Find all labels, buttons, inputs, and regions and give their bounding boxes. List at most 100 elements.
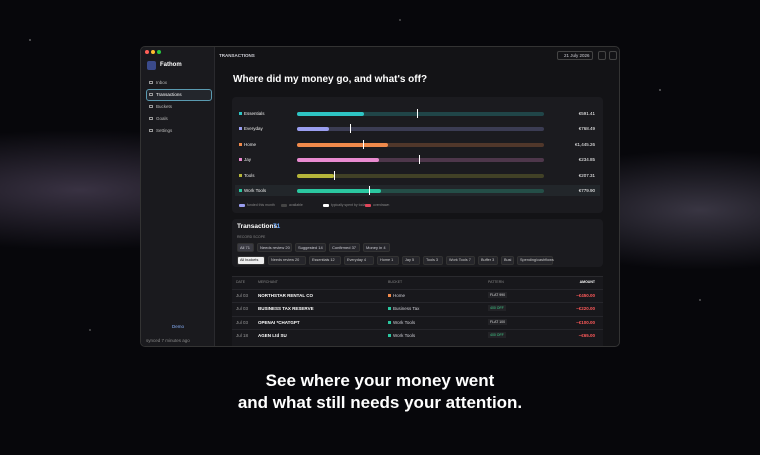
bucket-name: Tools [244, 172, 255, 178]
legend-label: available [289, 203, 303, 207]
bucket-amount: €1,445.26 [574, 141, 595, 147]
nav-item[interactable]: Buckets [156, 104, 173, 109]
column-header: MERCHANT [258, 280, 278, 284]
tx-date: Jul 18 [236, 332, 249, 338]
traffic-light [157, 50, 161, 54]
tx-bucket-dot [388, 294, 391, 297]
bucket-chip[interactable] [402, 256, 420, 265]
scope-label: Suggested 14 [298, 245, 323, 250]
legend-swatch [281, 204, 287, 207]
bar-marker [417, 109, 418, 118]
tx-pattern: 400 OFF [488, 305, 506, 312]
bucket-chip-label: Jay 5 [405, 258, 415, 262]
bucket-chip[interactable] [268, 256, 306, 265]
status: synced 7 minutes ago [146, 338, 190, 343]
date: 21 July 2026 [564, 53, 590, 58]
icon-button[interactable] [598, 51, 606, 60]
bucket-chip[interactable] [478, 256, 498, 265]
tx-bucket-dot [388, 333, 391, 337]
row-highlight [235, 185, 600, 196]
tx-count: 71 [273, 223, 281, 230]
legend-swatch [239, 204, 245, 207]
scope-chip[interactable] [295, 243, 326, 252]
date-button[interactable] [557, 51, 593, 60]
bucket-chip-label: Home 1 [380, 258, 394, 262]
scope-label: RECORD SCOPE [237, 235, 266, 239]
scope-chip[interactable] [257, 243, 292, 252]
tx-pattern: 400 OFF [488, 331, 506, 338]
scope-chip[interactable] [329, 243, 360, 252]
bucket-chip[interactable] [423, 256, 443, 265]
tx-amount: −€450.00 [576, 293, 595, 298]
bucket-chip[interactable] [517, 256, 553, 265]
scope-label: All 71 [240, 245, 251, 250]
tx-pattern: FLAT 100 [488, 318, 508, 325]
bar-marker [334, 170, 335, 180]
tx-merchant: OPENAI *CHATGPT [258, 319, 300, 325]
caption-line: See where your money went [265, 371, 495, 390]
bucket-dot [239, 112, 242, 115]
bucket-chip-label: Work Tools 7 [449, 258, 471, 262]
bucket-name: Essentials [244, 111, 265, 116]
row-divider [232, 302, 603, 304]
row-divider [232, 289, 603, 290]
nav-item[interactable]: Transactions [156, 92, 182, 97]
column-header: DATE [236, 280, 246, 284]
icon-button[interactable] [609, 51, 617, 60]
bucket-amount: €591.41 [578, 111, 595, 116]
tx-bucket: Work Tools [393, 332, 416, 338]
bucket-chip-label: Spending/cashflows [520, 258, 554, 262]
bar-track [297, 127, 544, 132]
bucket-dot [239, 142, 242, 146]
bar-fill [297, 189, 381, 193]
tx-amount: −€65.00 [578, 332, 595, 338]
legend-label: typically spent by today [331, 203, 368, 207]
heading: Where did my money go, and what's off? [233, 74, 428, 85]
nav-icon [149, 81, 153, 84]
scope-chip[interactable] [363, 243, 390, 252]
scope-label: Needs review 20 [260, 245, 290, 250]
legend-label: overdrawn [373, 203, 390, 207]
tx-merchant: AGEN Ltd SU [258, 332, 287, 338]
bucket-chip[interactable] [309, 256, 341, 265]
bar-marker [350, 124, 351, 134]
bucket-dot [239, 127, 242, 131]
traffic-light [145, 50, 149, 54]
tx-date: Jul 03 [236, 306, 249, 312]
tx-merchant: BUSINESS TAX RESERVE [258, 306, 314, 312]
bucket-name: Home [244, 141, 257, 147]
bucket-chip[interactable] [377, 256, 399, 265]
caption-line: and what still needs your attention. [237, 393, 523, 412]
app-window: TRANSACTIONS 21 July 2026 Fathom Inbox Trans… [140, 46, 620, 347]
legend-swatch [365, 204, 371, 207]
tx-bucket: Home [393, 293, 406, 298]
bucket-chip-label: Needs review 20 [271, 258, 300, 262]
logo [147, 61, 156, 70]
nav-item[interactable]: Settings [156, 128, 173, 133]
nav-item[interactable]: Inbox [156, 80, 168, 85]
bar-marker [363, 139, 364, 149]
tx-bucket: Business Tax [393, 306, 420, 312]
bar-fill [297, 142, 389, 147]
bucket-amount: €234.85 [578, 157, 595, 163]
bucket-chip[interactable] [501, 256, 514, 265]
bucket-chip[interactable] [344, 256, 374, 265]
row-divider [232, 315, 603, 317]
traffic-light [151, 50, 155, 54]
scope-chip[interactable] [237, 243, 254, 252]
bucket-chip-label: Busi [504, 258, 512, 262]
scope-label: Confirmed 37 [332, 245, 357, 250]
bucket-dot [239, 158, 242, 162]
bucket-chip[interactable] [446, 256, 475, 265]
tx-merchant: NORTHSTAR RENTAL CO [258, 293, 313, 298]
nav-icon [149, 93, 153, 96]
bar-fill [297, 158, 379, 163]
bucket-chip-label: Buffer 3 [481, 258, 495, 262]
nav-item[interactable]: Goals [156, 116, 168, 121]
bucket-chip[interactable] [237, 256, 265, 265]
bucket-chip-label: Everyday 4 [347, 258, 366, 262]
bucket-dot [239, 173, 242, 177]
bar-fill [297, 112, 364, 116]
nav-icon [149, 129, 153, 132]
